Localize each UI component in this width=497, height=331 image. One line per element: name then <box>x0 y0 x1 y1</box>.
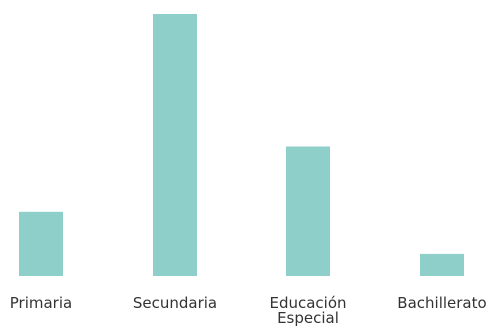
x-tick-label-secundaria: Secundaria <box>133 294 217 312</box>
bar-secundaria <box>153 14 197 276</box>
x-tick-label-bachillerato: Bachillerato <box>397 294 486 312</box>
category-labels-group: Primaria Secundaria Educación Especial Bachi… <box>10 294 487 327</box>
x-tick-label-educacion-especial: Educación Especial <box>269 294 346 327</box>
bar-bachillerato <box>420 253 464 276</box>
bars-group <box>19 14 464 276</box>
x-tick-label-primaria: Primaria <box>10 294 72 312</box>
bar-educacion-especial <box>286 146 330 276</box>
bar-primaria <box>19 211 63 276</box>
